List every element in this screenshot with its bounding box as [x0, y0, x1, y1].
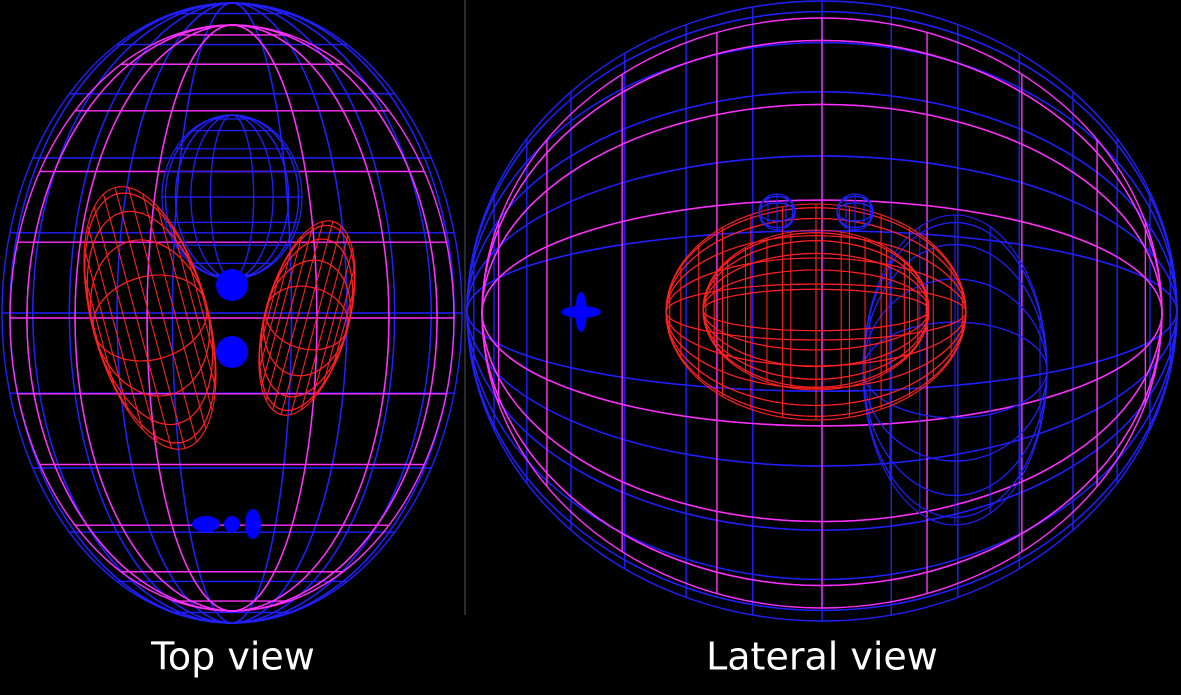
meridian	[322, 266, 356, 387]
meridian	[258, 249, 292, 370]
meridian	[171, 224, 217, 388]
meridian	[142, 193, 207, 430]
meridian	[290, 226, 342, 415]
wireframe	[9, 24, 455, 612]
wireframe	[83, 186, 217, 450]
blob	[216, 269, 248, 301]
meridian	[261, 285, 274, 330]
meridian	[280, 221, 334, 415]
panel-label: Lateral view	[706, 635, 938, 679]
meridian	[83, 248, 129, 412]
meridian	[87, 225, 143, 430]
meridian	[83, 274, 116, 389]
blob	[575, 292, 587, 332]
blob	[245, 509, 261, 539]
meridian	[102, 194, 173, 449]
top-view-render	[1, 2, 463, 624]
meridian	[127, 187, 198, 442]
wireframe	[758, 193, 796, 231]
wireframe	[862, 214, 1048, 526]
meridian	[265, 226, 314, 401]
lateral-view-render	[466, 0, 1178, 622]
wireframe	[481, 17, 1163, 609]
meridian	[260, 235, 303, 387]
meridian	[184, 247, 217, 362]
blob	[224, 516, 240, 532]
meridian	[340, 306, 353, 351]
meridian	[311, 249, 354, 401]
meridian	[93, 206, 158, 443]
meridian	[157, 206, 213, 411]
wireframe	[702, 229, 930, 391]
meridian	[272, 221, 324, 410]
wireframe	[258, 220, 356, 416]
wireframe	[836, 193, 874, 231]
blob	[192, 516, 220, 532]
panel-label: Top view	[150, 635, 315, 679]
meridian	[114, 187, 186, 449]
meridian	[196, 274, 213, 333]
meridian	[331, 285, 356, 370]
blob	[216, 336, 248, 368]
meridian	[300, 235, 349, 410]
meridian	[87, 303, 104, 362]
meridian	[258, 266, 283, 351]
